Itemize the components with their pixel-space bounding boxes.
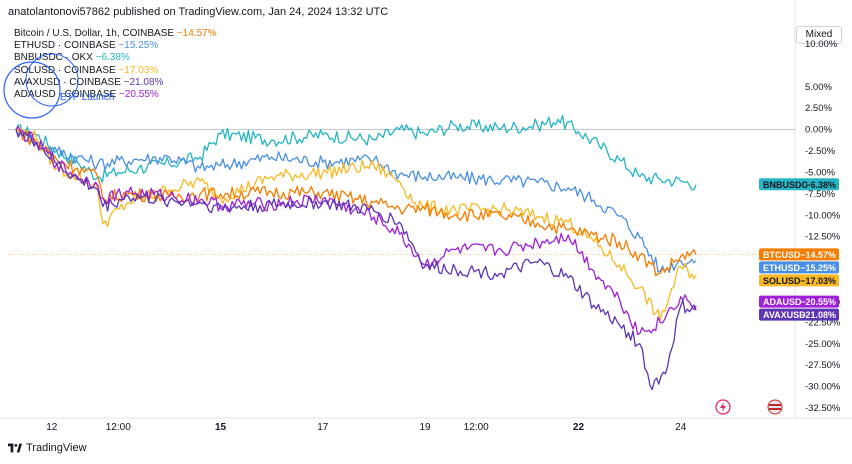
y-tick-label: 10.00%	[805, 39, 838, 50]
x-tick-label: 12:00	[106, 422, 131, 433]
legend-row-bnb[interactable]: BNBUSDC · OKX −6.38%	[14, 52, 217, 64]
sol-value-tag	[759, 274, 839, 287]
legend-label: SOLUSD · COINBASE	[14, 64, 119, 76]
legend-label: Bitcoin / U.S. Dollar, 1h, COINBASE	[14, 28, 177, 39]
y-tick-label: -12.50%	[805, 232, 841, 243]
bnb-value-tag	[759, 178, 839, 191]
lightning-icon	[715, 399, 731, 415]
legend-row-eth[interactable]: ETHUSD · COINBASE −15.25%	[14, 40, 217, 52]
bnb-series-line	[15, 114, 697, 191]
lightning-bolt-icon	[720, 402, 726, 412]
y-tick-label: 2.50%	[805, 103, 832, 114]
legend-row-ada[interactable]: ADAUSD · COINBASE −20.55%	[14, 89, 217, 101]
x-tick-label: 17	[317, 422, 329, 433]
eth-value-tag	[759, 261, 839, 274]
y-tick-label: -22.50%	[805, 317, 841, 328]
legend-row-sol[interactable]: SOLUSD · COINBASE −17.03%	[14, 65, 217, 77]
eth-series-line	[15, 127, 697, 273]
x-tick-label: 12:00	[464, 422, 489, 433]
flag-stripe-icon	[769, 404, 781, 406]
y-tick-label: -25.00%	[805, 339, 841, 350]
legend-change: −21.08%	[123, 76, 164, 88]
legend-change: −20.55%	[119, 89, 159, 101]
legend-label: BNBUSDC · OKX	[14, 52, 96, 64]
legend-change: −14.57%	[176, 28, 217, 39]
footer-brand-label: TradingView	[26, 442, 87, 454]
avax-value-tag	[759, 308, 839, 321]
x-tick-label: 24	[675, 422, 687, 433]
legend-change: −15.25%	[118, 40, 159, 52]
publish-header: anatolantonovi57862 published on Trading…	[8, 6, 389, 18]
ada-value-tag	[759, 295, 839, 308]
eth-tag-symbol: ETHUSD	[763, 263, 801, 273]
y-tick-label: 5.00%	[805, 82, 832, 93]
bnb-tag-symbol: BNBUSDC	[763, 180, 809, 190]
ada-series-line	[15, 125, 697, 336]
sol-tag-value: −17.03%	[800, 276, 836, 286]
tradingview-logo-icon	[8, 443, 22, 453]
scale-mode-button[interactable]: Mixed	[796, 26, 842, 44]
y-tick-label: -32.50%	[805, 403, 841, 414]
legend-row-btc[interactable]: Bitcoin / U.S. Dollar, 1h, COINBASE −14.…	[14, 28, 217, 40]
etf-annotation-circle	[3, 61, 61, 119]
x-tick-label: 15	[215, 422, 227, 433]
avax-tag-value: −21.08%	[800, 310, 836, 320]
y-tick-label: -7.50%	[805, 189, 836, 200]
btc-tag-symbol: BTCUSD	[763, 250, 801, 260]
x-tick-label: 12	[46, 422, 58, 433]
etf-annotation-label: ETF Launch	[60, 92, 114, 103]
legend-change: −17.03%	[118, 64, 159, 76]
eth-tag-value: −15.25%	[800, 263, 836, 273]
legend-label: ADAUSD · COINBASE	[14, 89, 120, 101]
bnb-tag-value: −6.38%	[805, 180, 836, 190]
ada-tag-value: −20.55%	[800, 297, 836, 307]
etf-annotation-circle-2	[25, 53, 79, 107]
btc-value-tag	[759, 248, 839, 261]
footer-branding: TradingView	[8, 442, 87, 454]
legend-change: −6.38%	[95, 52, 130, 64]
avax-tag-symbol: AVAXUSD	[763, 310, 806, 320]
y-tick-label: -2.50%	[805, 146, 836, 157]
y-tick-label: -5.00%	[805, 167, 836, 178]
flag-us-icon	[767, 399, 783, 415]
avax-series-line	[15, 129, 697, 391]
x-tick-label: 22	[573, 422, 585, 433]
legend-label: ETHUSD · COINBASE	[14, 40, 119, 52]
ada-tag-symbol: ADAUSD	[763, 297, 802, 307]
x-tick-label: 19	[420, 422, 432, 433]
y-tick-label: -30.00%	[805, 382, 841, 393]
btc-series-line	[15, 128, 697, 277]
y-tick-label: 0.00%	[805, 125, 832, 136]
btc-tag-value: −14.57%	[800, 250, 836, 260]
y-tick-label: -27.50%	[805, 360, 841, 371]
y-tick-label: -10.00%	[805, 210, 841, 221]
legend-label: AVAXUSD · COINBASE	[14, 76, 124, 88]
sol-tag-symbol: SOLUSD	[763, 276, 801, 286]
series-legend: Bitcoin / U.S. Dollar, 1h, COINBASE −14.…	[14, 28, 217, 101]
legend-row-avax[interactable]: AVAXUSD · COINBASE −21.08%	[14, 77, 217, 89]
flag-stripe-icon	[769, 408, 781, 410]
